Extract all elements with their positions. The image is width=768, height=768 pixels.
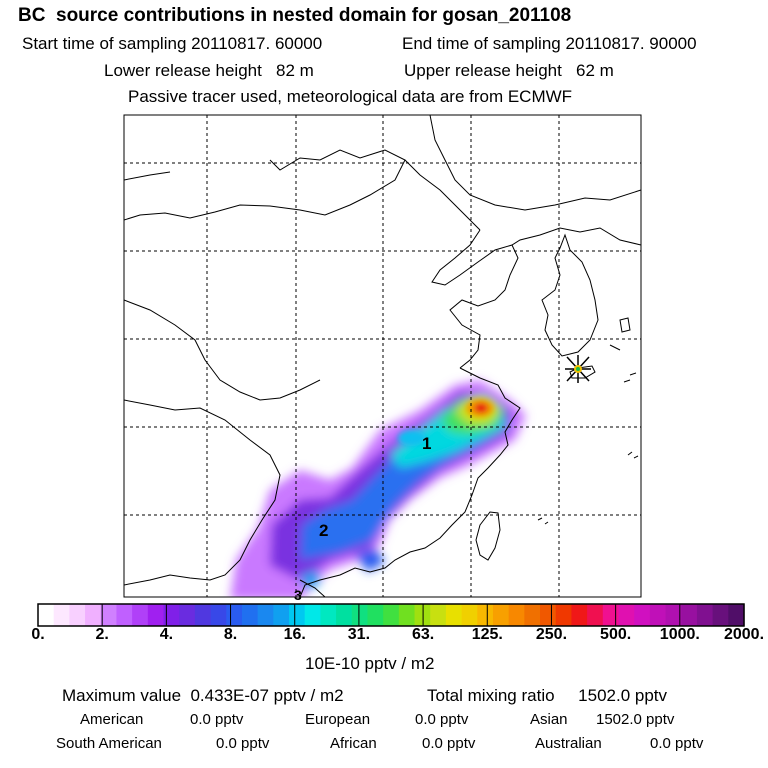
african-value: 0.0 pptv xyxy=(422,735,476,752)
european-label: European xyxy=(305,711,371,728)
tracer-note: Passive tracer used, meteorological data… xyxy=(128,87,573,106)
american-label: American xyxy=(80,711,144,728)
chart-title: BC source contributions in nested domain… xyxy=(18,5,572,26)
australian-value: 0.0 pptv xyxy=(650,735,704,752)
asian-label: Asian xyxy=(530,711,568,728)
start-time: Start time of sampling 20110817. 60000 xyxy=(22,34,323,53)
colorbar-tick-label: 1000. xyxy=(659,626,700,643)
colorbar-units: 10E-10 pptv / m2 xyxy=(305,654,435,673)
colorbar-tick-label: 2000. xyxy=(723,626,765,643)
colorbar-tick-label: 8. xyxy=(223,626,238,643)
south-american-label: South American xyxy=(56,735,162,752)
end-time: End time of sampling 20110817. 90000 xyxy=(402,34,697,53)
american-value: 0.0 pptv xyxy=(190,711,244,728)
european-value: 0.0 pptv xyxy=(415,711,469,728)
colorbar-tick-label: 250. xyxy=(535,626,568,643)
map-panel: 1 2 3 xyxy=(123,114,642,603)
asian-value: 1502.0 pptv xyxy=(596,711,675,728)
colorbar-tick-label: 125. xyxy=(471,626,503,643)
plume-label-3: 3 xyxy=(294,587,302,603)
south-american-value: 0.0 pptv xyxy=(216,735,270,752)
lat-lon-grid xyxy=(124,115,641,597)
upper-release-height: Upper release height 62 m xyxy=(404,61,614,80)
african-label: African xyxy=(330,735,377,752)
colorbar-tick-label: 0. xyxy=(31,626,45,643)
lower-release-height: Lower release height 82 m xyxy=(104,61,314,80)
colorbar-tick-label: 2. xyxy=(95,626,109,643)
maximum-value: Maximum value 0.433E-07 pptv / m2 xyxy=(62,686,344,705)
receptor-star-icon xyxy=(565,355,591,383)
plume-label-2: 2 xyxy=(319,521,328,540)
plume-label-1: 1 xyxy=(422,434,431,453)
australian-label: Australian xyxy=(535,735,602,752)
colorbar-tick-label: 31. xyxy=(347,626,371,643)
coastlines xyxy=(124,115,641,597)
colorbar-tick-label: 500. xyxy=(600,626,632,643)
total-mixing-ratio: Total mixing ratio 1502.0 pptv xyxy=(427,686,668,705)
colorbar-tick-label: 63. xyxy=(411,626,435,643)
colorbar-tick-label: 4. xyxy=(159,626,174,643)
colorbar-tick-label: 16. xyxy=(283,626,306,643)
